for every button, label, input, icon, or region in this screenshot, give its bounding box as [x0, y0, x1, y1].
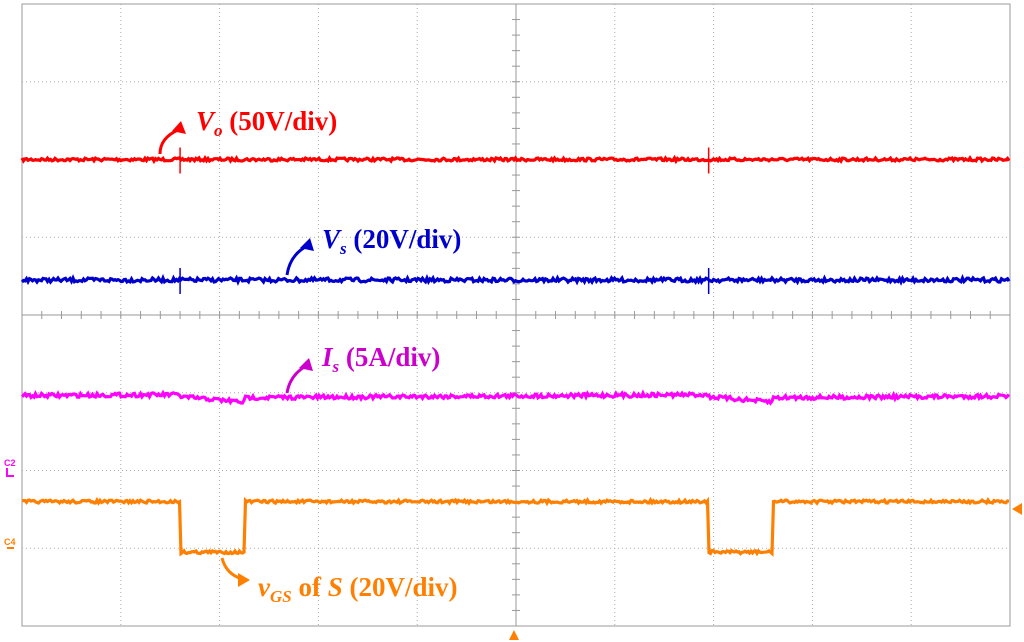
arrow-vgs-head [238, 573, 250, 587]
arrow-vo [158, 128, 179, 155]
trace-is [20, 389, 1011, 406]
label-is: Is (5A/div) [321, 342, 440, 376]
marker-c2: C2 [4, 458, 16, 468]
grid [21, 3, 1011, 627]
trigger-level-marker [1012, 503, 1022, 515]
arrow-is [285, 364, 307, 394]
traces [20, 147, 1011, 557]
trace-vgs [22, 496, 1010, 557]
marker-c2-tick [6, 468, 14, 477]
label-vgs: vGS of S (20V/div) [258, 572, 458, 606]
arrow-is-head [299, 358, 313, 371]
arrow-vs [285, 244, 308, 276]
label-vs: Vs (20V/div) [322, 224, 461, 258]
label-vo: Vo (50V/div) [196, 106, 337, 140]
trace-vs [20, 273, 1011, 286]
arrow-vo-head [172, 121, 186, 134]
trigger-position-marker [509, 630, 519, 640]
annotation-arrows [158, 121, 314, 587]
arrow-vs-head [300, 238, 314, 251]
marker-c4: C4 [4, 537, 16, 547]
trace-vo [20, 154, 1011, 165]
